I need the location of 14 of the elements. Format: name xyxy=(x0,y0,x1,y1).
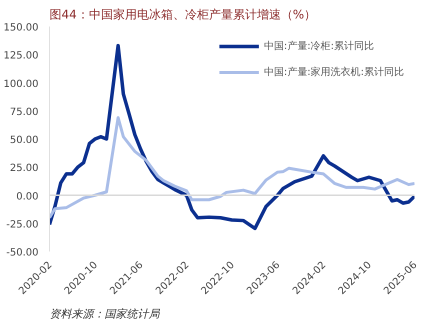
legend-label: 中国:产量:冷柜:累计同比 xyxy=(264,40,374,53)
y-tick-label: -25.00 xyxy=(6,219,39,230)
y-tick-label: -50.00 xyxy=(6,248,39,258)
y-tick-label: 75.00 xyxy=(10,106,39,118)
chart-title: 图44：中国家用电冰箱、冷柜产量累计增速（%） xyxy=(50,8,316,22)
y-tick-label: 100.00 xyxy=(4,78,39,90)
y-tick-label: 125.00 xyxy=(4,50,39,62)
line-series xyxy=(50,116,414,220)
text: 资料来源：国家统计局 xyxy=(50,308,160,320)
y-tick-label: 25.00 xyxy=(10,163,39,174)
y-tick-label: 150.00 xyxy=(4,22,39,34)
y-tick-label: 0.00 xyxy=(16,191,38,202)
y-tick-label: 50.00 xyxy=(10,135,39,146)
legend-label: 中国:产量:家用洗衣机:累计同比 xyxy=(264,66,404,79)
